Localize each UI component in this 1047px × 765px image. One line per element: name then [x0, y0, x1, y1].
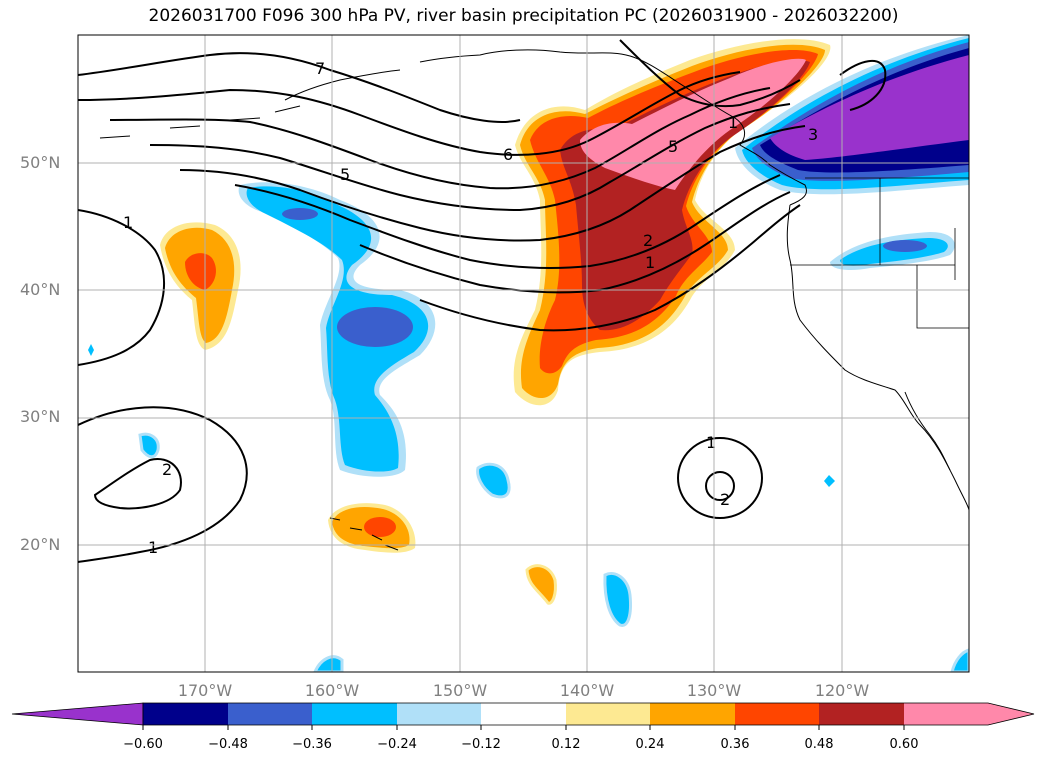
neg-blob-small-1 — [824, 475, 835, 487]
gridlines — [78, 35, 969, 672]
colorbar-tick-label: −0.48 — [208, 737, 248, 752]
neg-blob-hawaii-ne — [476, 462, 511, 499]
colorbar-tick-label: 0.36 — [720, 737, 750, 752]
colorbar-extend-low — [11, 702, 144, 726]
colorbar-tick-label: −0.12 — [461, 737, 501, 752]
lat-label: 50°N — [20, 153, 61, 172]
colorbar-tick-label: 0.12 — [551, 737, 581, 752]
contour-label: 5 — [668, 137, 678, 156]
lon-label: 130°W — [686, 681, 742, 700]
colorbar-tick-label: −0.24 — [377, 737, 417, 752]
neg-blob-south — [603, 572, 632, 627]
colorbar-tick-label: −0.36 — [292, 737, 332, 752]
contour-label: 2 — [720, 490, 730, 509]
colorbar — [11, 702, 1035, 730]
baja — [904, 391, 951, 471]
colorbar-swatch — [650, 703, 735, 725]
lat-label: 20°N — [20, 535, 61, 554]
lat-label: 30°N — [20, 407, 61, 426]
neg-blob-se-corner — [950, 648, 969, 672]
neg-blob-central-core — [337, 307, 413, 347]
neg-band-pacific-nw-core — [770, 55, 969, 160]
contour-label: 1 — [728, 113, 738, 132]
neg-blob-west — [138, 432, 160, 459]
aleutians — [99, 105, 301, 139]
negative-precip-regions — [88, 35, 969, 672]
colorbar-tick-label: 0.48 — [804, 737, 834, 752]
pos-blob-west-core — [185, 253, 216, 290]
neg-blob-east-inland-core — [883, 240, 927, 252]
contour-label: 1 — [123, 213, 133, 232]
contour-label: 2 — [643, 231, 653, 250]
pos-blob-south — [525, 564, 557, 605]
neg-blob-sw-bottom — [313, 655, 344, 672]
lon-label: 120°W — [814, 681, 870, 700]
colorbar-swatch — [228, 703, 312, 725]
map-frame — [77, 34, 970, 673]
state-borders — [790, 178, 969, 329]
contour-label: 5 — [340, 165, 350, 184]
colorbar-swatch — [481, 703, 566, 725]
pv-contour-labels: 1 5 6 5 3 2 1 1 2 1 2 1 7 — [123, 59, 818, 557]
contour-label: 1 — [645, 253, 655, 272]
colorbar-swatch — [735, 703, 819, 725]
colorbar-swatch — [566, 703, 650, 725]
pv-contours — [78, 39, 887, 563]
map-title: 2026031700 F096 300 hPa PV, river basin … — [148, 6, 899, 26]
west-coast — [786, 204, 969, 511]
colorbar-tick-label: 0.24 — [635, 737, 665, 752]
lat-label: 40°N — [20, 280, 61, 299]
colorbar-swatch — [819, 703, 904, 725]
lon-label: 170°W — [177, 681, 233, 700]
contour-label: 1 — [706, 433, 716, 452]
alaska-coast — [284, 49, 807, 206]
colorbar-swatch — [397, 703, 481, 725]
contour-label: 3 — [808, 125, 818, 144]
coastlines — [99, 49, 969, 551]
neg-blob-north-core — [282, 208, 318, 220]
map-panel: 1 5 6 5 3 2 1 1 2 1 2 1 7 — [78, 35, 969, 672]
contour-label: 2 — [162, 460, 172, 479]
colorbar-swatch — [143, 703, 228, 725]
colorbar-tick-label: 0.60 — [889, 737, 919, 752]
lon-label: 150°W — [432, 681, 488, 700]
contour-label: 1 — [148, 538, 158, 557]
pos-blob-hawaii-core — [364, 517, 396, 537]
positive-precip-regions — [160, 39, 831, 605]
hawaii-islands — [329, 517, 399, 551]
lon-label: 160°W — [304, 681, 360, 700]
neg-blob-small-2 — [88, 344, 94, 356]
colorbar-swatch — [312, 703, 397, 725]
colorbar-extend-high — [904, 703, 1034, 725]
lon-label: 140°W — [559, 681, 615, 700]
contour-label: 7 — [315, 59, 325, 78]
colorbar-tick-label: −0.60 — [123, 737, 163, 752]
contour-label: 6 — [503, 145, 513, 164]
